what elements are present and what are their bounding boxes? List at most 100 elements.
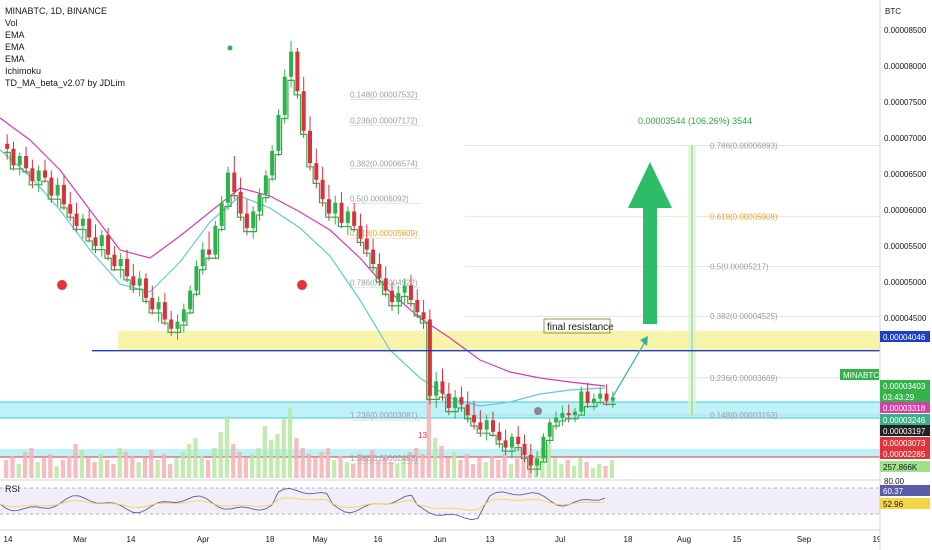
candle-body [289,51,294,77]
volume-bar [319,452,324,478]
volume-bar [224,416,230,478]
candle-body [61,184,66,205]
candle-body [17,156,22,166]
volume-bar [287,408,293,478]
indicator-ichimoku[interactable]: Ichimoku [5,66,42,76]
volume-bar [458,460,463,478]
volume-bar [313,458,318,478]
candle-body [270,150,275,176]
price-tick-label: 0.00006500 [884,170,927,179]
indicator-ema-1[interactable]: EMA [5,30,25,40]
candle-body [345,211,350,223]
volume-bar [584,462,589,478]
volume-bar [16,464,21,478]
volume-bar [376,460,381,478]
candle-body [150,297,155,310]
volume-bar [464,454,469,478]
rsi-label[interactable]: RSI [5,484,21,494]
candle-body [43,170,48,178]
volume-bar [344,462,350,478]
volume-bar [515,458,520,478]
price-badge-label: 0.00004046 [883,333,926,342]
price-badge-label: 0.00003197 [883,427,926,436]
candle-body [188,290,193,310]
volume-bar [186,444,192,478]
candle-body [74,213,79,226]
volume-bar [445,458,450,478]
price-badge-label: 0.00003073 [883,439,926,448]
fib-label: 1.236(0.00003081) [350,411,418,420]
td-ma-line [4,79,616,470]
measure-label: 0.00003544 (106.26%) 3544 [638,116,752,126]
volume-bar [521,452,526,478]
price-badge [880,391,930,402]
candle-body [118,258,123,267]
volume-bar [540,448,545,478]
candle-body [308,130,312,164]
candle-body [36,170,41,182]
price-badge-label: 52.96 [883,500,904,509]
fib-label: 0.618(0.00005908) [710,213,778,222]
candle-body [497,431,502,441]
volume-bar [609,460,614,478]
volume-bar [332,460,337,478]
price-badge-label: 0.00003318 [883,404,926,413]
price-badge [880,402,930,413]
volume-bar [533,456,539,478]
candle-body [566,413,571,416]
candle-body [251,211,256,228]
indicator-ema-2[interactable]: EMA [5,42,25,52]
volume-bar [4,460,9,478]
volume-bar [275,434,280,478]
price-tick-label: 0.00008000 [884,62,927,71]
candle-body [238,192,243,214]
price-badge [880,414,930,425]
price-badge-label: 03:43:29 [883,393,915,402]
fib-label: 0.382(0.00004525) [710,312,778,321]
volume-bar [571,466,577,478]
candle-body [585,391,590,403]
volume-bar [300,448,305,478]
volume-bar [338,456,343,478]
candle-body [427,319,432,396]
volume-bar [395,464,400,478]
price-unit-label: BTC [885,7,901,16]
volume-bar [603,466,608,478]
volume-bar [470,464,476,478]
price-tick-label: 0.00005500 [884,242,927,251]
candle-body [295,51,300,92]
volume-bar [565,460,570,478]
volume-bar [401,458,406,478]
price-badge [880,331,930,342]
candle-body [175,321,180,329]
candle-body [125,258,130,277]
candle-body [219,202,224,226]
candle-body [396,292,401,303]
candle-body [535,458,540,466]
candle-body [352,211,357,226]
fib-label: 0.236(0.00007172) [350,117,418,126]
time-tick-label: 15 [733,535,742,544]
volume-bar [180,452,185,478]
candle-body [446,393,451,408]
candle-body [377,264,382,279]
price-tick-label: 0.00008500 [884,26,927,35]
fib-label: 0.148(0.00003153) [710,411,778,420]
volume-bar [369,450,375,478]
indicator-ema-3[interactable]: EMA [5,54,25,64]
candle-body [579,391,584,412]
candle-body [610,397,615,401]
candle-body [55,184,60,196]
symbol-title[interactable]: MINABTC, 1D, BINANCE [5,6,108,16]
candle-body [509,436,514,448]
indicator-td-ma[interactable]: TD_MA_beta_v2.07 by JDLim [5,78,126,88]
volume-bar [477,458,482,478]
candle-body [516,436,521,444]
volume-bar [256,448,261,478]
volume-bar [193,438,198,478]
volume-bar [142,458,148,478]
indicator-vol[interactable]: Vol [5,18,18,28]
volume-bar [363,458,368,478]
